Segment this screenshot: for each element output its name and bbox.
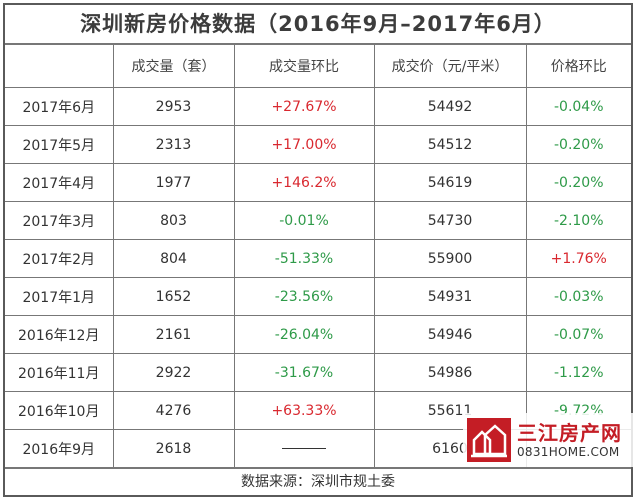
empty-dash bbox=[282, 448, 326, 449]
cell-volume-change: -0.01% bbox=[233, 201, 375, 240]
cell-month: 2016年10月 bbox=[5, 391, 114, 430]
table-row: 2016年9月 2618 6160 bbox=[5, 429, 631, 468]
cell-price: 54730 bbox=[373, 201, 527, 240]
cell-month: 2017年3月 bbox=[5, 201, 114, 240]
header-row: 成交量（套） 成交量环比 成交价（元/平米） 价格环比 bbox=[5, 44, 631, 88]
cell-price: 54512 bbox=[373, 125, 527, 164]
cell-volume-change: -26.04% bbox=[233, 315, 375, 354]
cell-volume: 803 bbox=[112, 201, 235, 240]
cell-price-change: +1.76% bbox=[525, 239, 631, 278]
data-table-panel: 深圳新房价格数据（2016年9月–2017年6月） 成交量（套） 成交量环比 成… bbox=[3, 3, 633, 497]
cell-price-change: -2.10% bbox=[525, 201, 631, 240]
watermark: 三江房产网 0831HOME.COM bbox=[463, 413, 635, 467]
cell-volume-change: -31.67% bbox=[233, 353, 375, 392]
cell-volume-change: +63.33% bbox=[233, 391, 375, 430]
table-title: 深圳新房价格数据（2016年9月–2017年6月） bbox=[5, 5, 631, 44]
header-price: 成交价（元/平米） bbox=[373, 44, 527, 88]
cell-volume: 4276 bbox=[112, 391, 235, 430]
cell-volume: 2618 bbox=[112, 429, 235, 468]
cell-price: 54986 bbox=[373, 353, 527, 392]
table-row: 2017年3月 803 -0.01% 54730 -2.10% bbox=[5, 201, 631, 240]
cell-price: 54492 bbox=[373, 87, 527, 126]
cell-volume: 2313 bbox=[112, 125, 235, 164]
cell-month: 2017年4月 bbox=[5, 163, 114, 202]
cell-volume: 1652 bbox=[112, 277, 235, 316]
cell-price-change: -1.12% bbox=[525, 353, 631, 392]
table-row: 2017年2月 804 -51.33% 55900 +1.76% bbox=[5, 239, 631, 278]
cell-price-change: -0.20% bbox=[525, 163, 631, 202]
table-row: 2017年5月 2313 +17.00% 54512 -0.20% bbox=[5, 125, 631, 164]
header-price-change: 价格环比 bbox=[525, 44, 631, 88]
cell-volume: 2161 bbox=[112, 315, 235, 354]
cell-month: 2017年5月 bbox=[5, 125, 114, 164]
table-row: 2017年1月 1652 -23.56% 54931 -0.03% bbox=[5, 277, 631, 316]
house-logo-icon bbox=[467, 418, 511, 462]
cell-price: 55900 bbox=[373, 239, 527, 278]
price-table: 成交量（套） 成交量环比 成交价（元/平米） 价格环比 2017年6月 2953 +… bbox=[5, 44, 631, 468]
table-row: 2016年10月 4276 +63.33% 55611 -9.72% bbox=[5, 391, 631, 430]
cell-price-change: -0.07% bbox=[525, 315, 631, 354]
header-volume-change: 成交量环比 bbox=[233, 44, 375, 88]
cell-volume-change: -23.56% bbox=[233, 277, 375, 316]
cell-volume-change: +27.67% bbox=[233, 87, 375, 126]
cell-volume: 2953 bbox=[112, 87, 235, 126]
cell-volume-change: +17.00% bbox=[233, 125, 375, 164]
cell-month: 2016年12月 bbox=[5, 315, 114, 354]
cell-month: 2017年2月 bbox=[5, 239, 114, 278]
cell-month: 2016年11月 bbox=[5, 353, 114, 392]
watermark-url: 0831HOME.COM bbox=[517, 445, 620, 459]
table-row: 2016年12月 2161 -26.04% 54946 -0.07% bbox=[5, 315, 631, 354]
table-row: 2017年6月 2953 +27.67% 54492 -0.04% bbox=[5, 87, 631, 126]
header-volume: 成交量（套） bbox=[112, 44, 235, 88]
data-source: 数据来源：深圳市规土委 bbox=[5, 468, 631, 495]
cell-month: 2017年1月 bbox=[5, 277, 114, 316]
cell-volume: 2922 bbox=[112, 353, 235, 392]
cell-price: 54619 bbox=[373, 163, 527, 202]
table-row: 2017年4月 1977 +146.2% 54619 -0.20% bbox=[5, 163, 631, 202]
cell-volume-change: -51.33% bbox=[233, 239, 375, 278]
cell-volume-change bbox=[233, 429, 375, 468]
cell-month: 2016年9月 bbox=[5, 429, 114, 468]
cell-price-change: -0.04% bbox=[525, 87, 631, 126]
cell-price-change: -0.03% bbox=[525, 277, 631, 316]
table-row: 2016年11月 2922 -31.67% 54986 -1.12% bbox=[5, 353, 631, 392]
cell-price: 54946 bbox=[373, 315, 527, 354]
header-month bbox=[5, 44, 114, 88]
cell-volume: 1977 bbox=[112, 163, 235, 202]
cell-price-change: -0.20% bbox=[525, 125, 631, 164]
cell-price: 55611 bbox=[373, 391, 527, 430]
cell-month: 2017年6月 bbox=[5, 87, 114, 126]
cell-price: 54931 bbox=[373, 277, 527, 316]
watermark-name: 三江房产网 bbox=[517, 421, 622, 445]
cell-volume: 804 bbox=[112, 239, 235, 278]
cell-volume-change: +146.2% bbox=[233, 163, 375, 202]
